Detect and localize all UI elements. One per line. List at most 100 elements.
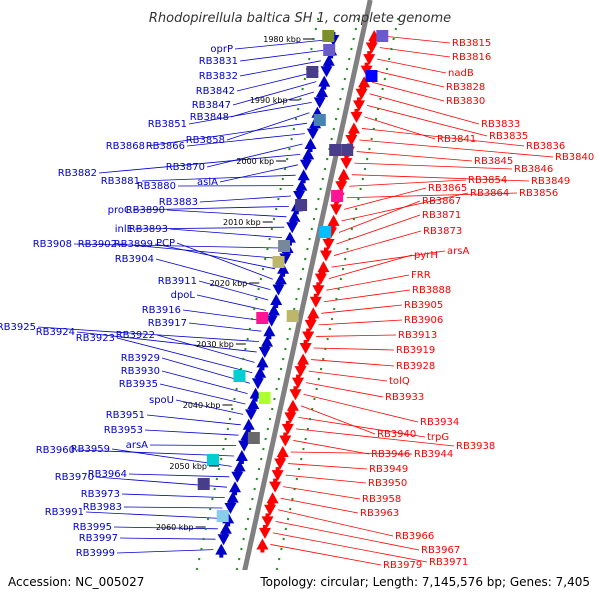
gene-label-right[interactable]: RB3950 [368,478,407,489]
topology-text: Topology: circular; Length: 7,145,576 bp… [259,575,590,589]
gene-connector-right [290,451,413,455]
gene-label-left[interactable]: RB3847 [192,100,231,111]
gene-label-left[interactable]: oprP [210,44,233,55]
gene-label-right[interactable]: RB3867 [422,196,461,207]
gene-label-left[interactable]: RB3999 [76,548,115,559]
gene-label-left[interactable]: RB3882 [58,168,97,179]
gene-label-right[interactable]: RB3816 [452,52,491,63]
kbp-tick-label: 2010 kbp [223,218,261,227]
gene-label-right[interactable]: RB3833 [481,119,520,130]
gene-label-left[interactable]: aslA [197,177,218,188]
gene-label-left[interactable]: RB3868 [106,141,145,152]
gene-label-right[interactable]: RB3940 [377,429,416,440]
gene-label-left[interactable]: RB3973 [81,489,120,500]
gene-label-right[interactable]: RB3905 [404,300,443,311]
gene-label-left[interactable]: RB3953 [104,425,143,436]
gene-label-left[interactable]: RB3911 [158,276,197,287]
gene-label-left[interactable]: RB3983 [83,502,122,513]
gene-feature-block [341,144,354,156]
gene-label-right[interactable]: RB3938 [456,441,495,452]
gene-label-left[interactable]: RB3880 [137,181,176,192]
gene-label-right[interactable]: RB3919 [396,345,435,356]
gene-label-right[interactable]: RB3840 [555,152,594,163]
gene-label-right[interactable]: arsA [447,246,469,257]
gene-label-right[interactable]: nadB [448,68,474,79]
gene-label-left[interactable]: RB3842 [196,86,235,97]
gene-label-left[interactable]: RB3870 [166,162,205,173]
gene-label-right[interactable]: RB3946 [371,449,410,460]
gene-label-right[interactable]: RB3864 [470,188,509,199]
gene-label-left[interactable]: RB3832 [199,71,238,82]
gene-label-right[interactable]: RB3944 [414,449,453,460]
gene-label-right[interactable]: RB3828 [446,82,485,93]
gene-label-right[interactable]: RB3856 [519,188,558,199]
gene-label-left[interactable]: RB3970 [55,472,94,483]
gene-label-right[interactable]: RB3963 [360,508,399,519]
gene-label-right[interactable]: RB3845 [474,156,513,167]
gene-label-right[interactable]: FRR [411,270,431,281]
gene-label-left[interactable]: RB3935 [119,379,158,390]
gene-label-right[interactable]: RB3830 [446,96,485,107]
gene-label-right[interactable]: pyrH [414,250,438,261]
gene-label-right[interactable]: RB3854 [468,175,507,186]
gene-label-right[interactable]: trpG [427,432,449,443]
gene-label-right[interactable]: tolQ [389,376,410,387]
gene-label-left[interactable]: RB3902 [78,239,117,250]
gene-label-left[interactable]: RB3930 [121,366,160,377]
gene-label-left[interactable]: RB3916 [142,305,181,316]
gene-label-right[interactable]: RB3865 [428,183,467,194]
gene-label-right[interactable]: RB3841 [437,134,476,145]
gene-label-left[interactable]: RB3899 [114,239,153,250]
gene-label-right[interactable]: RB3873 [423,226,462,237]
gene-label-right[interactable]: RB3971 [429,557,468,568]
gene-label-left[interactable]: RB3858 [186,135,225,146]
gene-label-left[interactable]: RB3904 [115,254,154,265]
gene-label-left[interactable]: RB3923 [76,333,115,344]
gene-label-right[interactable]: RB3849 [531,176,570,187]
gene-label-right[interactable]: RB3906 [404,315,443,326]
gene-label-left[interactable]: RB3925 [0,322,36,333]
gene-label-left[interactable]: RB3995 [73,522,112,533]
gene-label-right[interactable]: RB3979 [383,560,422,571]
gene-label-left[interactable]: proC [108,205,131,216]
gene-label-left[interactable]: RB3831 [199,56,238,67]
gene-label-right[interactable]: RB3846 [514,164,553,175]
gene-label-left[interactable]: RB3848 [190,112,229,123]
gene-label-right[interactable]: RB3966 [395,531,434,542]
gene-label-left[interactable]: RB3917 [148,318,187,329]
gene-label-left[interactable]: RB3908 [33,239,72,250]
gene-label-right[interactable]: RB3967 [421,545,460,556]
gene-label-left[interactable]: dpoL [171,290,196,301]
gene-label-left[interactable]: RB3851 [148,119,187,130]
gene-label-left[interactable]: RB3866 [146,141,185,152]
gene-label-right[interactable]: RB3835 [489,131,528,142]
gene-label-left[interactable]: RB3922 [116,330,155,341]
gene-label-right[interactable]: RB3928 [396,361,435,372]
gene-label-left[interactable]: RB3997 [79,533,118,544]
gene-label-left[interactable]: RB3881 [101,176,140,187]
gene-label-left[interactable]: RB3893 [129,224,168,235]
gene-label-left[interactable]: inlE [115,224,133,235]
gene-label-left[interactable]: RB3951 [106,410,145,421]
gene-label-right[interactable]: RB3871 [422,210,461,221]
gene-label-left[interactable]: PCP [156,238,175,249]
gene-label-right[interactable]: RB3815 [452,38,491,49]
gene-label-right[interactable]: RB3888 [412,285,451,296]
gene-label-right[interactable]: RB3958 [362,494,401,505]
gene-label-left[interactable]: RB3883 [159,197,198,208]
gene-label-right[interactable]: RB3836 [526,141,565,152]
gene-label-left[interactable]: RB3964 [88,469,127,480]
gene-label-right[interactable]: RB3933 [385,392,424,403]
gene-arrow-right [256,538,269,553]
gene-label-left[interactable]: RB3959 [71,444,110,455]
gene-label-left[interactable]: RB3991 [45,507,84,518]
gene-label-left[interactable]: arsA [126,440,148,451]
gene-label-left[interactable]: RB3890 [126,205,165,216]
gene-label-right[interactable]: RB3934 [420,417,459,428]
gene-label-left[interactable]: RB3960 [36,445,75,456]
gene-label-left[interactable]: RB3924 [36,327,75,338]
gene-label-left[interactable]: RB3929 [121,353,160,364]
gene-label-right[interactable]: RB3949 [369,464,408,475]
gene-label-left[interactable]: spoU [149,395,174,406]
gene-label-right[interactable]: RB3913 [398,330,437,341]
